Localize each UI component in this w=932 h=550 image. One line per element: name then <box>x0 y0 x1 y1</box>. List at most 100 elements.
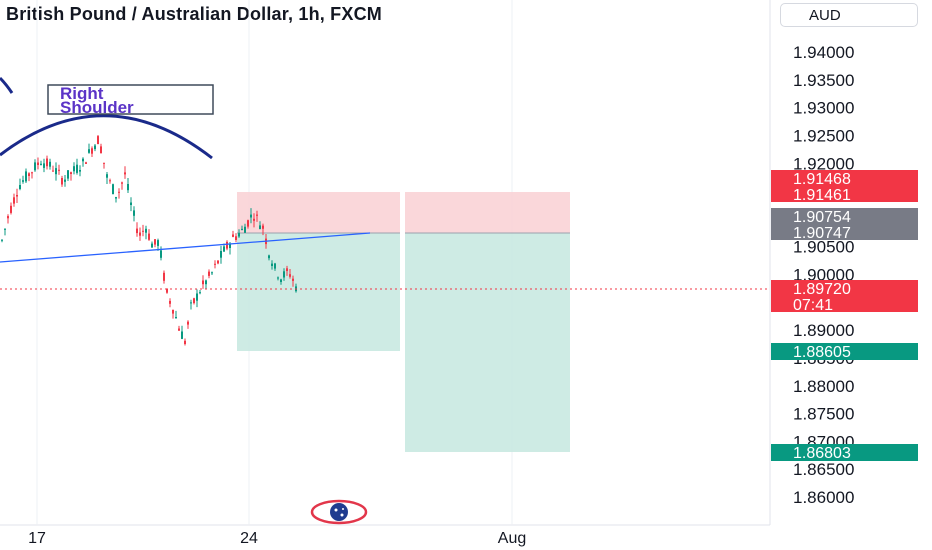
candle-body <box>127 184 129 191</box>
candle-body <box>238 233 240 237</box>
candle-body <box>220 251 222 258</box>
candle-body <box>214 263 216 265</box>
candle-body <box>61 178 63 185</box>
target-zone-2[interactable] <box>405 233 570 452</box>
price-axis[interactable]: 1.940001.935001.930001.925001.920001.915… <box>793 43 854 507</box>
price-tick-label: 1.88000 <box>793 377 854 396</box>
candle-body <box>94 145 96 150</box>
candle-body <box>247 220 249 227</box>
candle-body <box>67 170 69 179</box>
candle-body <box>235 236 237 240</box>
candle-body <box>163 272 165 281</box>
candle-body <box>34 162 36 171</box>
candle-body <box>181 331 183 339</box>
candle-body <box>289 274 291 277</box>
right-shoulder-arc[interactable] <box>0 114 213 160</box>
candle-body <box>184 340 186 344</box>
candle-body <box>241 228 243 230</box>
australia-flag-icon[interactable] <box>310 499 368 525</box>
candle-body <box>205 280 207 285</box>
price-badge-label: 07:41 <box>793 297 833 314</box>
candle-body <box>226 241 228 249</box>
candle-body <box>58 169 60 171</box>
candle-body <box>259 225 261 229</box>
candle-body <box>277 277 279 279</box>
stop-zone-2[interactable] <box>405 192 570 233</box>
candle-body <box>232 234 234 237</box>
price-tick-label: 1.90000 <box>793 266 854 285</box>
price-badge-label: 1.91461 <box>793 187 851 204</box>
candle-body <box>103 162 105 164</box>
candle-body <box>250 214 252 218</box>
candle-body <box>136 228 138 234</box>
candle-body <box>91 148 93 154</box>
currency-selector[interactable]: AUD <box>780 3 918 27</box>
candle-body <box>256 214 258 216</box>
candle-body <box>172 309 174 314</box>
price-tick-label: 1.90500 <box>793 238 854 257</box>
candle-body <box>145 228 147 233</box>
candle-body <box>157 240 159 246</box>
candle-body <box>52 170 54 172</box>
candle-body <box>46 158 48 167</box>
price-badge <box>771 208 918 240</box>
neckline[interactable] <box>0 232 371 263</box>
candle-body <box>7 216 9 219</box>
candle-body <box>199 292 201 294</box>
chart-title: British Pound / Australian Dollar, 1h, F… <box>6 4 382 24</box>
candle-body <box>70 172 72 174</box>
price-badge-label: 1.90747 <box>793 225 851 242</box>
candle-body <box>124 172 126 175</box>
target-zone-1[interactable] <box>237 233 400 351</box>
time-tick-label: Aug <box>498 530 526 547</box>
price-tick-label: 1.93500 <box>793 71 854 90</box>
candle-body <box>187 321 189 325</box>
candle-body <box>118 191 120 193</box>
candle-body <box>37 162 39 165</box>
candle-body <box>151 243 153 248</box>
price-tick-label: 1.87500 <box>793 405 854 424</box>
candle-body <box>139 232 141 236</box>
stop-zone-1[interactable] <box>237 192 400 233</box>
candle-body <box>22 180 24 182</box>
candle-body <box>16 195 18 197</box>
price-badge <box>771 280 918 312</box>
shoulder-label-box[interactable] <box>47 84 214 115</box>
candle-body <box>286 268 288 271</box>
candle-body <box>55 168 57 175</box>
candle-body <box>193 298 195 304</box>
candle-body <box>268 255 270 259</box>
candle-body <box>13 197 15 204</box>
candle-body <box>253 218 255 221</box>
candle-body <box>178 328 180 331</box>
price-tick-label: 1.92000 <box>793 154 854 173</box>
price-tick-label: 1.86000 <box>793 488 854 507</box>
candle-body <box>112 184 114 194</box>
time-axis[interactable]: 17 24 Aug <box>28 530 526 547</box>
candle-body <box>49 161 51 167</box>
candle-body <box>292 278 294 281</box>
candle-body <box>4 228 6 230</box>
candle-body <box>130 202 132 205</box>
candle-body <box>85 162 87 164</box>
price-badge <box>771 170 918 202</box>
time-tick-label: 17 <box>28 530 46 547</box>
candle-body <box>19 185 21 189</box>
candle-body <box>73 166 75 172</box>
candle-body <box>211 272 213 274</box>
candle-body <box>148 233 150 240</box>
candle-body <box>10 205 12 213</box>
candle-body <box>229 244 231 248</box>
candle-body <box>166 288 168 293</box>
candle-body <box>175 317 177 319</box>
price-badge <box>771 343 918 360</box>
candle-body <box>31 172 33 174</box>
candle-body <box>217 260 219 264</box>
candle-body <box>271 263 273 266</box>
candle-body <box>82 158 84 162</box>
price-badge-label: 1.89720 <box>793 281 851 298</box>
candle-body <box>196 293 198 301</box>
candle-body <box>76 164 78 173</box>
